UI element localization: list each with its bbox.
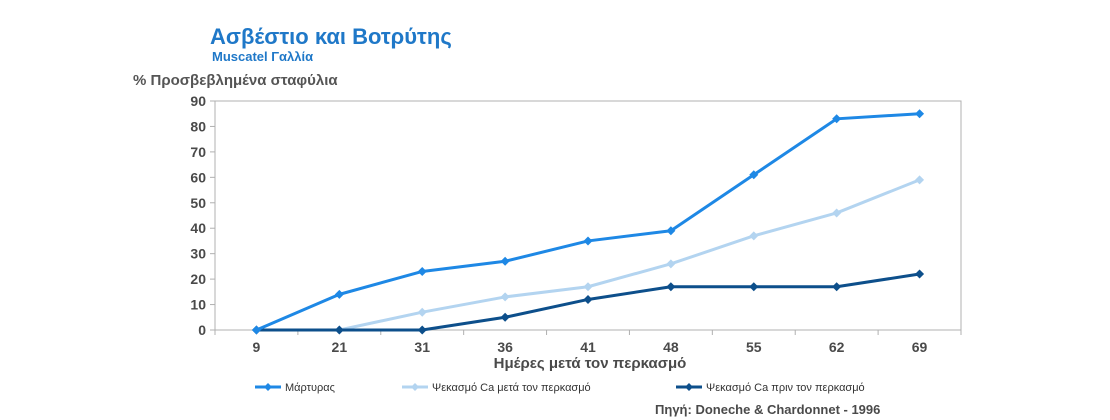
y-tick-label: 10: [190, 297, 206, 313]
legend-marker: [264, 383, 272, 391]
y-axis-label: % Προσβεβλημένα σταφύλια: [133, 72, 338, 89]
data-point: [915, 175, 925, 185]
legend-marker: [685, 383, 693, 391]
data-point: [666, 282, 676, 292]
series-1: [251, 109, 925, 335]
data-point: [832, 282, 842, 292]
y-tick-label: 80: [190, 118, 206, 134]
legend-item-3: Ψεκασμό Ca πριν τον περκασμό: [676, 382, 865, 394]
legend-label: Μάρτυρας: [285, 382, 335, 394]
data-point: [583, 236, 593, 246]
data-point: [666, 226, 676, 236]
legend-label: Ψεκασμό Ca μετά τον περκασμό: [432, 382, 591, 394]
x-axis-label: Ημέρες μετά τον περκασμό: [494, 355, 687, 372]
legend-item-2: Ψεκασμό Ca μετά τον περκασμό: [402, 382, 591, 394]
data-point: [500, 312, 510, 322]
data-point: [251, 325, 261, 335]
data-point: [417, 307, 427, 317]
source-note: Πηγή: Doneche & Chardonnet - 1996: [655, 402, 881, 417]
x-tick-label: 48: [663, 339, 679, 355]
data-point: [417, 266, 427, 276]
data-point: [749, 282, 759, 292]
data-point: [749, 170, 759, 180]
y-tick-label: 50: [190, 195, 206, 211]
x-tick-label: 69: [912, 339, 928, 355]
data-point: [583, 282, 593, 292]
chart-title: Ασβέστιο και Βοτρύτης: [210, 24, 452, 49]
y-axis-ticks: 0 10 20 30 40 50 60 70 80 90: [190, 93, 215, 338]
data-point: [832, 114, 842, 124]
x-tick-label: 55: [746, 339, 762, 355]
legend-marker: [411, 383, 419, 391]
x-tick-label: 41: [580, 339, 596, 355]
y-tick-label: 60: [190, 169, 206, 185]
x-tick-label: 62: [829, 339, 845, 355]
y-tick-label: 70: [190, 144, 206, 160]
legend: Μάρτυρας Ψεκασμό Ca μετά τον περκασμό Ψεκα…: [255, 382, 865, 394]
plot-area-frame: [214, 100, 962, 331]
x-tick-label: 36: [497, 339, 513, 355]
data-point: [500, 256, 510, 266]
y-tick-label: 30: [190, 246, 206, 262]
y-tick-label: 90: [190, 93, 206, 109]
series-3: [251, 269, 925, 335]
series-group: [251, 109, 925, 335]
data-point: [334, 289, 344, 299]
data-point: [500, 292, 510, 302]
y-tick-label: 40: [190, 220, 206, 236]
series-2: [251, 175, 925, 335]
data-point: [666, 259, 676, 269]
data-point: [832, 208, 842, 218]
data-point: [583, 294, 593, 304]
legend-label: Ψεκασμό Ca πριν τον περκασμό: [706, 382, 865, 394]
x-tick-label: 9: [253, 339, 261, 355]
y-tick-label: 20: [190, 271, 206, 287]
data-point: [417, 325, 427, 335]
x-tick-label: 31: [414, 339, 430, 355]
x-tick-label: 21: [332, 339, 348, 355]
data-point: [749, 231, 759, 241]
data-point: [915, 269, 925, 279]
data-point: [915, 109, 925, 119]
series-line: [256, 178, 921, 332]
y-tick-label: 0: [198, 322, 206, 338]
chart-subtitle: Muscatel Γαλλία: [212, 49, 314, 64]
x-axis-ticks: 9 21 31 36 41 48 55 62 69: [214, 330, 962, 355]
legend-item-1: Μάρτυρας: [255, 382, 335, 394]
data-point: [334, 325, 344, 335]
